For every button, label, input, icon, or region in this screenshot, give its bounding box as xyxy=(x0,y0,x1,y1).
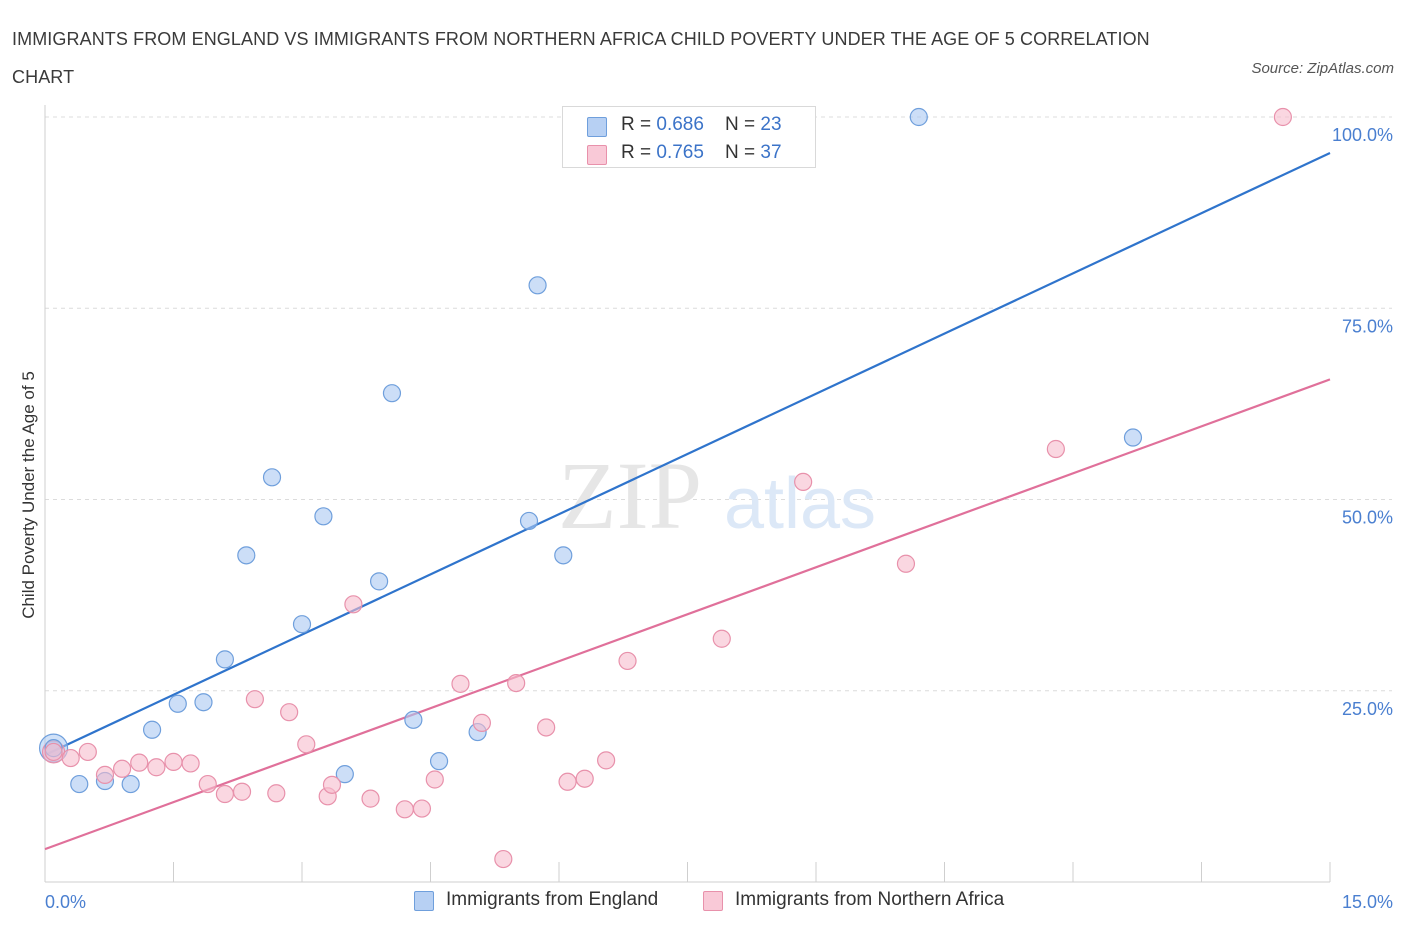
point-nafrica xyxy=(44,742,63,762)
point-nafrica xyxy=(472,713,491,732)
point-england xyxy=(404,710,423,729)
legend-n-value: 37 xyxy=(760,142,782,163)
point-nafrica xyxy=(558,772,577,791)
x-tick-label-min: 0.0% xyxy=(45,892,86,912)
point-nafrica xyxy=(95,765,115,785)
trend-line-nafrica xyxy=(44,378,1331,851)
point-england xyxy=(237,546,256,565)
point-england xyxy=(335,765,354,784)
series-name-england: Immigrants from England xyxy=(446,889,659,910)
point-nafrica xyxy=(597,751,616,770)
chart-source: Source: ZipAtlas.com xyxy=(1251,60,1394,77)
point-nafrica xyxy=(1273,107,1292,127)
series-swatch-nafrica xyxy=(703,891,723,911)
legend-r-label: R = xyxy=(621,114,657,135)
chart-title: IMMIGRANTS FROM ENGLAND VS IMMIGRANTS FR… xyxy=(12,29,1150,87)
point-england xyxy=(314,507,333,526)
point-england xyxy=(519,511,539,531)
point-nafrica xyxy=(61,748,80,768)
legend-swatch-england xyxy=(587,117,607,137)
point-nafrica xyxy=(618,651,637,671)
point-england xyxy=(1123,428,1143,447)
point-nafrica xyxy=(794,472,813,492)
tick-labels: 25.0% 50.0% 75.0% 100.0% 0.0% 15.0% xyxy=(45,125,1393,912)
point-nafrica xyxy=(267,784,286,803)
watermark-zip: ZIP xyxy=(558,442,702,549)
point-england xyxy=(194,693,213,712)
legend-n-label: N = xyxy=(725,142,761,163)
point-england xyxy=(292,615,312,634)
y-tick-label: 25.0% xyxy=(1342,699,1393,719)
data-points xyxy=(38,107,1292,869)
point-nafrica xyxy=(198,774,217,794)
point-nafrica xyxy=(575,769,594,788)
legend-swatch-nafrica xyxy=(587,145,607,165)
trend-line-england xyxy=(44,151,1331,757)
point-nafrica xyxy=(215,784,234,804)
point-england xyxy=(262,468,282,487)
point-nafrica xyxy=(181,754,200,773)
grid-lines xyxy=(45,116,1392,692)
point-nafrica xyxy=(280,703,299,722)
point-nafrica xyxy=(395,800,414,819)
point-nafrica xyxy=(245,690,264,709)
point-england xyxy=(215,650,234,669)
point-nafrica xyxy=(507,673,526,693)
point-england xyxy=(121,774,140,794)
point-england xyxy=(142,720,162,739)
point-nafrica xyxy=(361,789,380,808)
point-nafrica xyxy=(78,742,97,762)
point-nafrica xyxy=(147,758,166,777)
point-nafrica xyxy=(425,770,444,789)
y-tick-label: 50.0% xyxy=(1342,508,1393,528)
point-nafrica xyxy=(112,759,132,778)
point-england xyxy=(429,752,449,771)
trend-lines xyxy=(44,151,1331,851)
y-tick-label: 75.0% xyxy=(1342,316,1393,336)
point-nafrica xyxy=(322,775,342,794)
point-nafrica xyxy=(537,718,556,737)
legend-r-value: 0.686 xyxy=(656,114,704,135)
point-england xyxy=(909,107,928,127)
x-tick-label-max: 15.0% xyxy=(1342,892,1393,912)
point-nafrica xyxy=(164,752,183,771)
point-england xyxy=(168,694,187,713)
point-england xyxy=(528,276,547,295)
series-swatch-england xyxy=(414,891,434,911)
point-nafrica xyxy=(344,595,363,614)
stats-legend: R = 0.686 N = 23 R = 0.765 N = 37 xyxy=(562,106,816,168)
zipatlas-watermark: ZIP atlas xyxy=(558,442,876,549)
point-nafrica xyxy=(130,753,149,772)
legend-n-value: 23 xyxy=(760,114,782,135)
legend-r-value: 0.765 xyxy=(656,142,704,163)
legend-n-label: N = xyxy=(725,114,761,135)
point-england xyxy=(370,572,389,591)
point-nafrica xyxy=(297,735,316,754)
y-axis-title: Child Poverty Under the Age of 5 xyxy=(19,371,38,619)
point-england xyxy=(70,774,89,794)
point-nafrica xyxy=(412,799,432,818)
point-england xyxy=(382,384,402,403)
series-name-nafrica: Immigrants from Northern Africa xyxy=(735,889,1005,910)
legend-r-label: R = xyxy=(621,142,657,163)
point-nafrica xyxy=(232,782,252,801)
point-england xyxy=(554,546,573,565)
point-nafrica xyxy=(451,674,470,693)
point-nafrica xyxy=(712,629,731,648)
point-nafrica xyxy=(1046,439,1065,459)
y-tick-label: 100.0% xyxy=(1332,125,1393,145)
point-nafrica xyxy=(494,849,513,869)
point-nafrica xyxy=(896,554,916,573)
